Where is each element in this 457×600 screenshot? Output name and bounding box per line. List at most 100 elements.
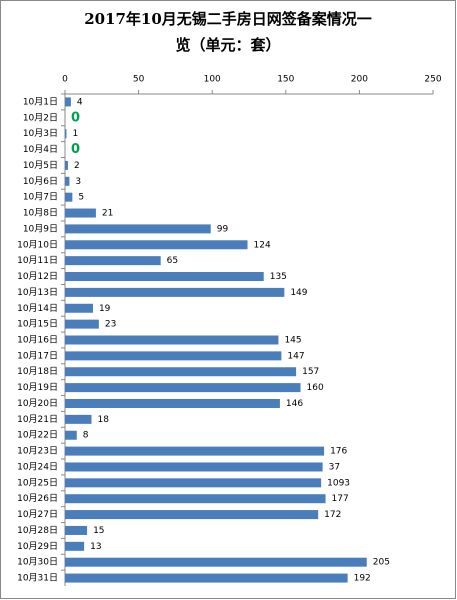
bar xyxy=(65,160,68,170)
value-label: 1 xyxy=(72,129,78,139)
value-label: 99 xyxy=(217,224,229,234)
value-label: 4 xyxy=(77,97,83,107)
y-tick-label: 10月5日 xyxy=(23,160,58,171)
value-label: 0 xyxy=(71,142,80,157)
value-label: 146 xyxy=(286,399,303,409)
x-tick-label: 100 xyxy=(204,75,221,85)
value-label: 65 xyxy=(167,256,178,266)
bar xyxy=(65,319,99,329)
value-label: 15 xyxy=(93,526,104,536)
bar xyxy=(65,351,282,361)
bar xyxy=(65,478,322,488)
bar xyxy=(65,176,70,186)
y-tick-label: 10月8日 xyxy=(23,208,58,219)
value-label: 160 xyxy=(307,383,324,393)
bar xyxy=(65,398,280,408)
bar xyxy=(65,414,92,424)
x-tick-label: 0 xyxy=(62,75,68,85)
y-tick-label: 10月26日 xyxy=(17,493,58,504)
chart-title-line: 2017年10月无锡二手房日网签备案情况一 xyxy=(84,10,372,28)
y-tick-label: 10月15日 xyxy=(17,319,58,330)
y-tick-label: 10月12日 xyxy=(17,271,58,282)
y-tick-label: 10月29日 xyxy=(17,541,58,552)
bar xyxy=(65,367,297,377)
y-tick-label: 10月21日 xyxy=(17,414,58,425)
y-tick-label: 10月1日 xyxy=(23,96,58,107)
value-label: 19 xyxy=(99,304,111,314)
bar xyxy=(65,573,348,583)
value-label: 172 xyxy=(324,510,341,520)
chart-title-line: 览（单元：套） xyxy=(175,36,280,54)
value-label: 135 xyxy=(270,272,287,282)
x-tick-label: 50 xyxy=(133,75,145,85)
bar xyxy=(65,240,248,250)
bar xyxy=(65,97,71,107)
x-tick-label: 200 xyxy=(351,75,368,85)
y-tick-label: 10月22日 xyxy=(17,430,58,441)
value-label: 176 xyxy=(330,447,347,457)
x-tick-label: 250 xyxy=(424,75,441,85)
bar xyxy=(65,494,326,504)
y-tick-label: 10月19日 xyxy=(17,382,58,393)
value-label: 21 xyxy=(102,209,113,219)
y-tick-label: 10月2日 xyxy=(23,112,58,123)
y-tick-label: 10月11日 xyxy=(17,255,58,266)
bar xyxy=(65,256,161,266)
value-label: 18 xyxy=(97,415,109,425)
bar xyxy=(65,541,85,551)
value-label: 205 xyxy=(373,558,390,568)
value-label: 145 xyxy=(284,336,301,346)
y-tick-label: 10月18日 xyxy=(17,366,58,377)
y-tick-label: 10月13日 xyxy=(17,287,58,298)
value-label: 149 xyxy=(290,288,307,298)
bar xyxy=(65,335,279,345)
value-label: 147 xyxy=(287,351,304,361)
y-tick-label: 10月30日 xyxy=(17,557,58,568)
value-label: 13 xyxy=(90,542,101,552)
y-tick-label: 10月23日 xyxy=(17,446,58,457)
bar xyxy=(65,208,96,218)
y-tick-label: 10月31日 xyxy=(17,573,58,584)
value-label: 3 xyxy=(75,177,81,187)
value-label: 5 xyxy=(78,193,84,203)
y-tick-label: 10月10日 xyxy=(17,239,58,250)
bar xyxy=(65,224,211,234)
y-tick-label: 10月28日 xyxy=(17,525,58,536)
y-tick-label: 10月20日 xyxy=(17,398,58,409)
bar xyxy=(65,129,67,139)
bar xyxy=(65,430,77,440)
value-label: 0 xyxy=(71,110,80,125)
y-tick-label: 10月14日 xyxy=(17,303,58,314)
y-tick-label: 10月3日 xyxy=(23,128,58,139)
value-label: 2 xyxy=(74,161,80,171)
y-tick-label: 10月16日 xyxy=(17,335,58,346)
y-tick-label: 10月24日 xyxy=(17,461,58,472)
bar xyxy=(65,383,301,393)
y-tick-label: 10月27日 xyxy=(17,509,58,520)
value-label: 192 xyxy=(354,574,371,584)
y-tick-label: 10月17日 xyxy=(17,350,58,361)
bar xyxy=(65,525,88,535)
y-tick-label: 10月6日 xyxy=(23,176,58,187)
value-label: 1093 xyxy=(327,478,350,488)
bar xyxy=(65,287,285,297)
value-label: 157 xyxy=(302,367,319,377)
value-label: 37 xyxy=(329,462,340,472)
y-tick-label: 10月25日 xyxy=(17,477,58,488)
value-label: 177 xyxy=(332,494,349,504)
bar xyxy=(65,446,325,456)
bar xyxy=(65,192,73,202)
y-tick-label: 10月7日 xyxy=(23,192,58,203)
bar xyxy=(65,272,264,282)
value-label: 8 xyxy=(83,431,89,441)
y-tick-label: 10月4日 xyxy=(23,144,58,155)
y-tick-label: 10月9日 xyxy=(23,223,58,234)
value-label: 124 xyxy=(254,240,271,250)
value-label: 23 xyxy=(105,320,116,330)
bar xyxy=(65,557,367,567)
bar xyxy=(65,510,319,520)
bar xyxy=(65,462,323,472)
bar xyxy=(65,303,93,313)
